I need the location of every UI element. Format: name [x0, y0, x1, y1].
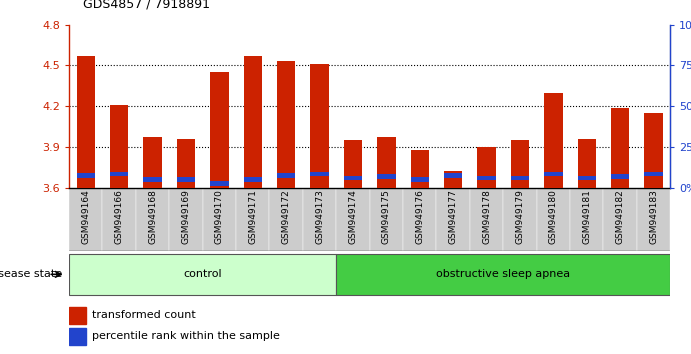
- Bar: [110, 105, 129, 188]
- Bar: [69, 307, 86, 324]
- Text: GSM949174: GSM949174: [348, 189, 357, 244]
- Bar: [611, 108, 630, 188]
- Bar: [545, 93, 562, 188]
- Bar: [410, 177, 429, 182]
- Text: GSM949177: GSM949177: [448, 189, 457, 244]
- Text: GSM949168: GSM949168: [148, 189, 157, 244]
- Text: GSM949180: GSM949180: [549, 189, 558, 244]
- Bar: [244, 56, 262, 188]
- Bar: [77, 56, 95, 188]
- Text: GSM949182: GSM949182: [616, 189, 625, 244]
- Bar: [344, 176, 362, 181]
- Text: percentile rank within the sample: percentile rank within the sample: [92, 331, 280, 341]
- Text: transformed count: transformed count: [92, 310, 196, 320]
- Bar: [344, 140, 362, 188]
- Bar: [545, 172, 562, 176]
- Text: control: control: [183, 269, 222, 279]
- Bar: [337, 253, 670, 295]
- Bar: [303, 188, 337, 251]
- Text: GSM949175: GSM949175: [382, 189, 391, 244]
- Bar: [437, 188, 470, 251]
- Bar: [277, 61, 295, 188]
- Bar: [244, 177, 262, 182]
- Bar: [102, 188, 136, 251]
- Bar: [69, 328, 86, 345]
- Bar: [410, 150, 429, 188]
- Text: obstructive sleep apnea: obstructive sleep apnea: [436, 269, 570, 279]
- Bar: [337, 188, 370, 251]
- Bar: [310, 64, 329, 188]
- Bar: [470, 188, 503, 251]
- Bar: [611, 175, 630, 179]
- Bar: [169, 188, 202, 251]
- Bar: [578, 176, 596, 181]
- Bar: [370, 188, 403, 251]
- Bar: [377, 137, 395, 188]
- Bar: [210, 181, 229, 186]
- Bar: [177, 177, 195, 182]
- Bar: [637, 188, 670, 251]
- Text: GSM949173: GSM949173: [315, 189, 324, 244]
- Text: GSM949166: GSM949166: [115, 189, 124, 244]
- Text: GSM949183: GSM949183: [649, 189, 658, 244]
- Bar: [310, 172, 329, 176]
- Bar: [477, 147, 495, 188]
- Bar: [269, 188, 303, 251]
- Bar: [144, 177, 162, 182]
- Text: GSM949178: GSM949178: [482, 189, 491, 244]
- Bar: [578, 139, 596, 188]
- Bar: [210, 72, 229, 188]
- Bar: [444, 171, 462, 188]
- Bar: [77, 173, 95, 178]
- Bar: [277, 173, 295, 178]
- Bar: [177, 139, 195, 188]
- Bar: [570, 188, 603, 251]
- Bar: [144, 137, 162, 188]
- Text: GSM949181: GSM949181: [583, 189, 591, 244]
- Text: GSM949171: GSM949171: [248, 189, 257, 244]
- Bar: [511, 140, 529, 188]
- Bar: [202, 188, 236, 251]
- Text: GSM949179: GSM949179: [515, 189, 524, 244]
- Text: GSM949164: GSM949164: [82, 189, 91, 244]
- Text: GSM949176: GSM949176: [415, 189, 424, 244]
- Bar: [377, 175, 395, 179]
- Bar: [444, 173, 462, 178]
- Text: GSM949172: GSM949172: [282, 189, 291, 244]
- Bar: [537, 188, 570, 251]
- Bar: [503, 188, 537, 251]
- Bar: [236, 188, 269, 251]
- Text: GSM949170: GSM949170: [215, 189, 224, 244]
- Bar: [645, 113, 663, 188]
- Bar: [511, 176, 529, 181]
- Bar: [645, 172, 663, 176]
- Bar: [136, 188, 169, 251]
- Bar: [477, 176, 495, 181]
- Text: GSM949169: GSM949169: [182, 189, 191, 244]
- Bar: [110, 172, 129, 176]
- Bar: [603, 188, 637, 251]
- Text: disease state: disease state: [0, 269, 62, 279]
- Bar: [69, 188, 102, 251]
- Bar: [403, 188, 437, 251]
- Bar: [69, 253, 337, 295]
- Text: GDS4857 / 7918891: GDS4857 / 7918891: [83, 0, 210, 11]
